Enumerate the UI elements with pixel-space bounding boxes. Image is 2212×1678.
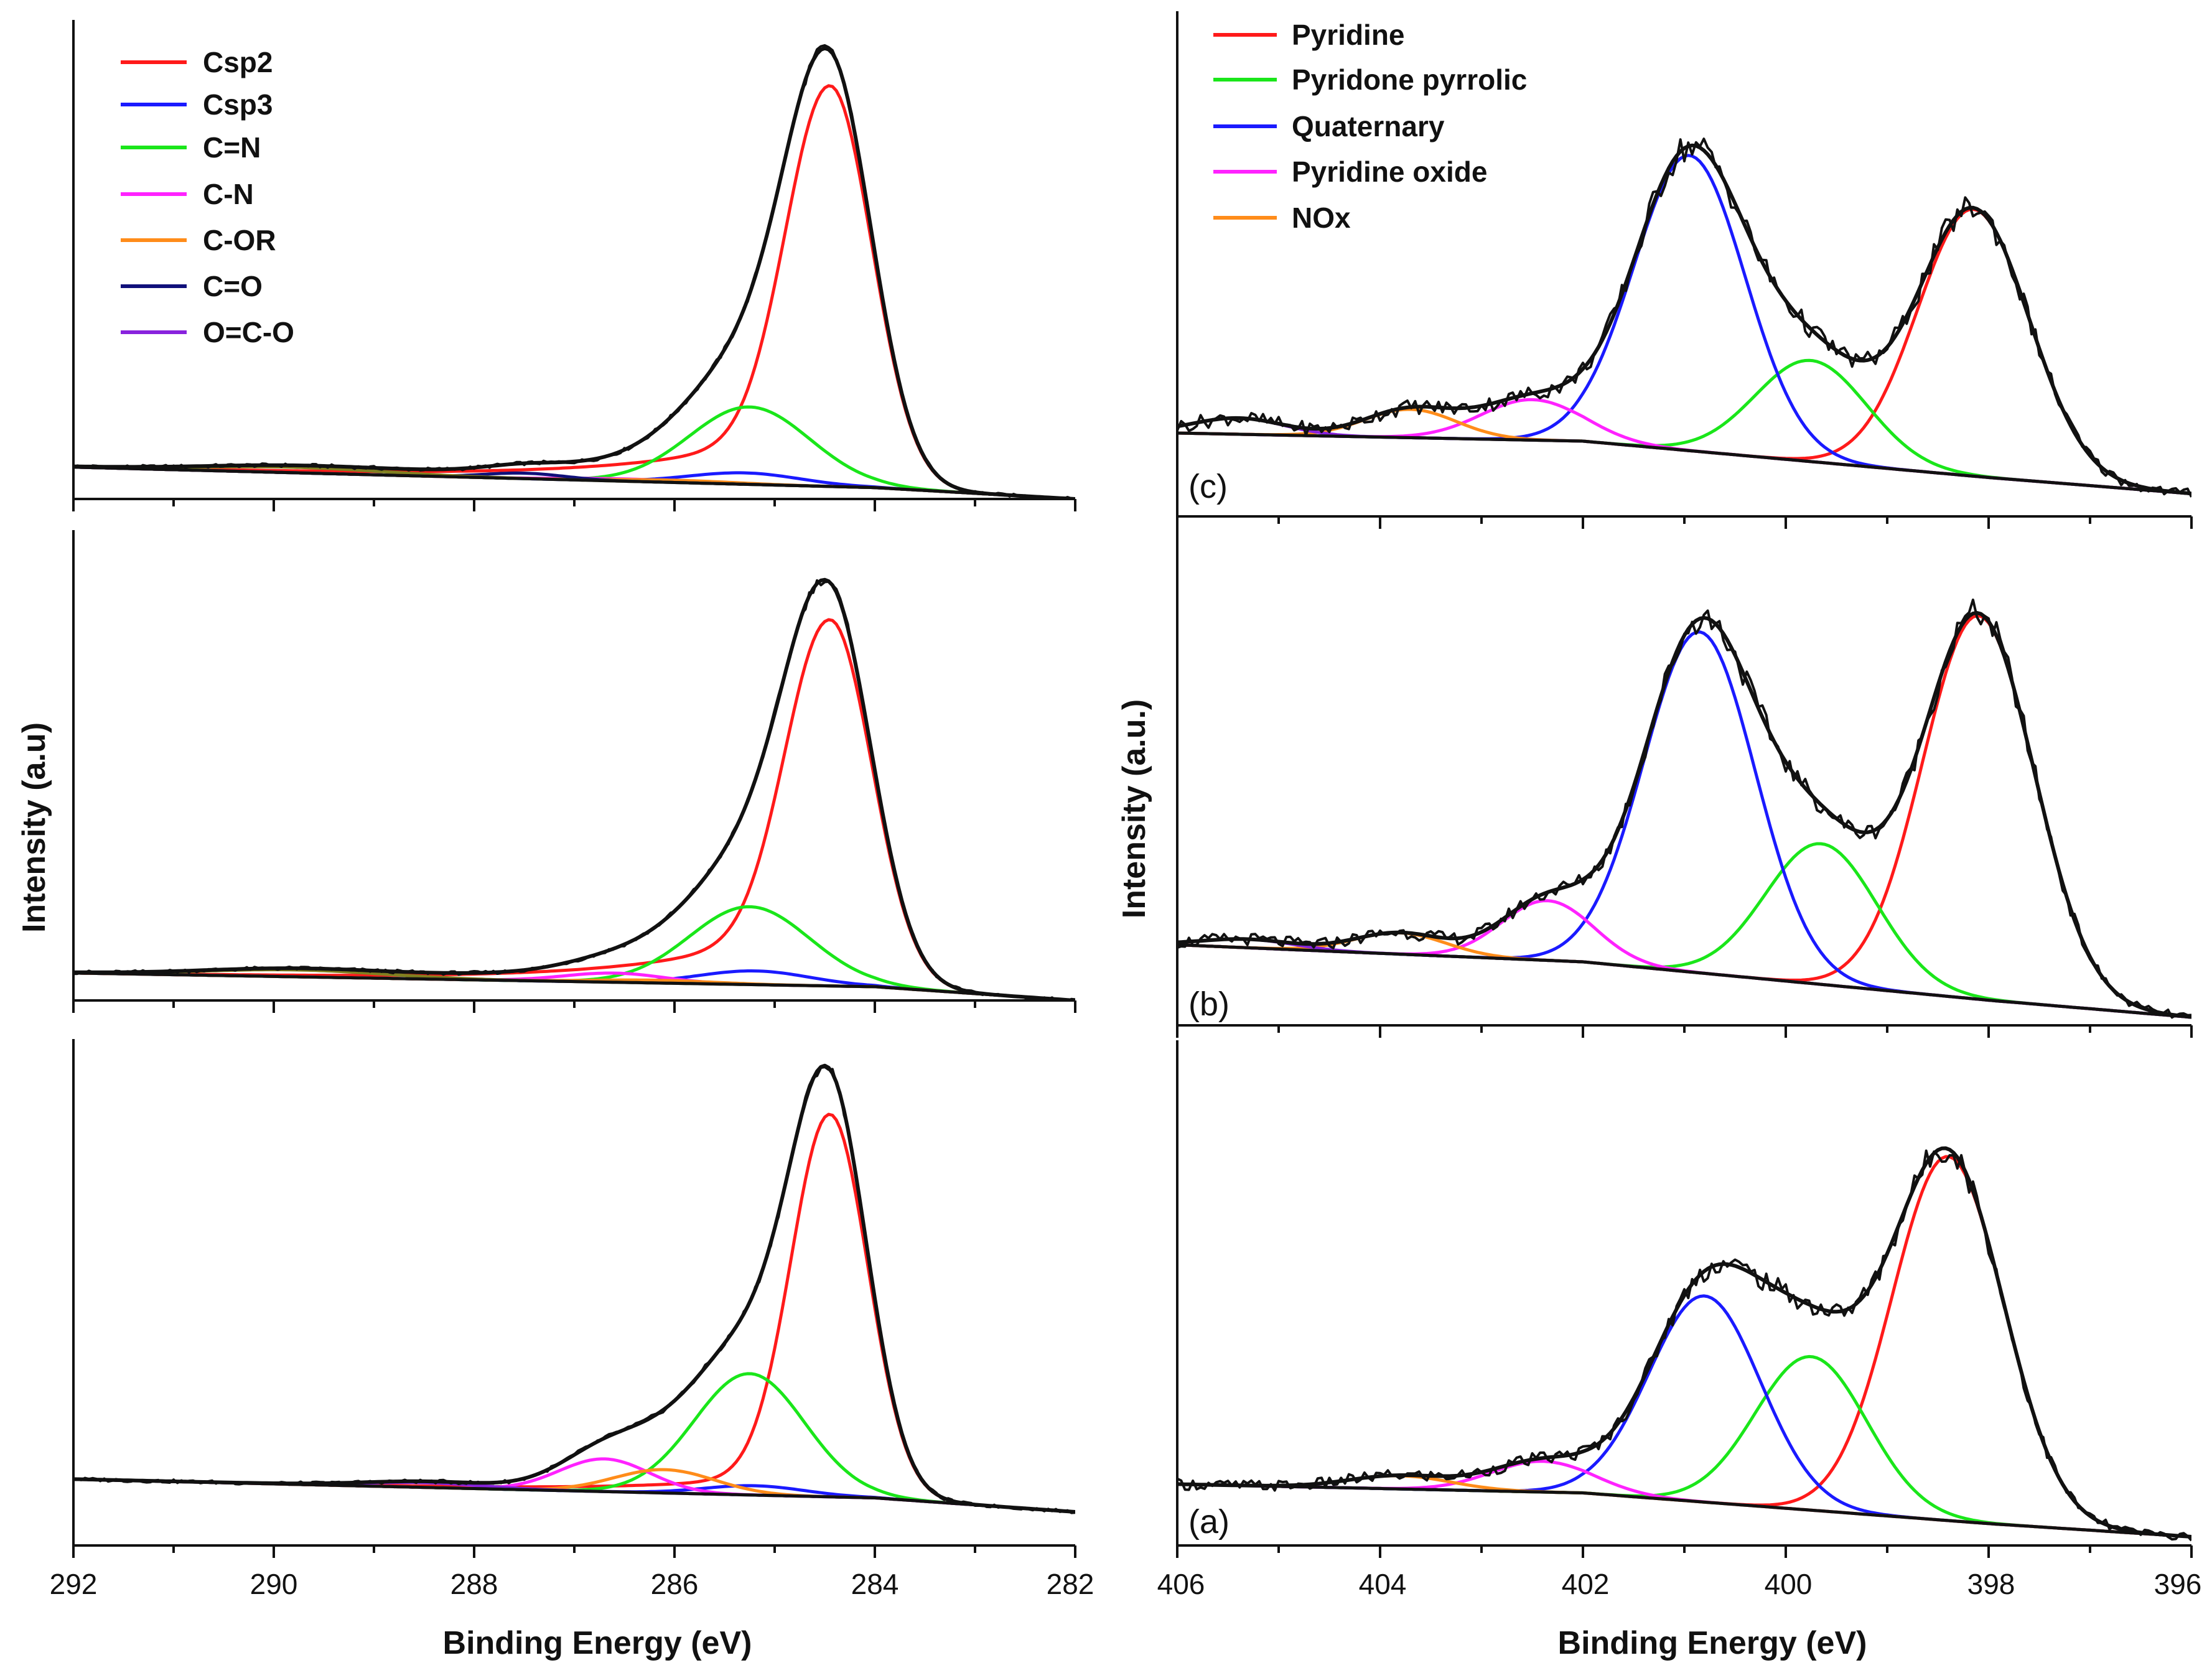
n1s-c-plot-area bbox=[1177, 138, 2191, 498]
legend-item-csp3: Csp3 bbox=[121, 88, 273, 121]
n1s-b-peak-pyridine bbox=[1177, 614, 2191, 1019]
n1s-x-axis-title: Binding Energy (eV) bbox=[1558, 1625, 1867, 1661]
right-column: (c) (b) (a) 406 404 402 400 398 396 Bind… bbox=[1116, 11, 2201, 1661]
c1s-top-peak-c-n bbox=[73, 405, 1075, 499]
svg-text:Pyridone pyrrolic: Pyridone pyrrolic bbox=[1292, 63, 1527, 96]
c1s-middle-baseline bbox=[73, 971, 1075, 1000]
n1s-a-plot-area bbox=[1177, 1146, 2191, 1542]
c1s-legend: Csp2 Csp3 C=N C-N C-OR C=O bbox=[121, 46, 294, 348]
c1s-tick-282: 282 bbox=[1047, 1568, 1094, 1600]
n1s-tick-396: 396 bbox=[2154, 1568, 2202, 1600]
c1s-middle-peak-c-n bbox=[73, 905, 1075, 1000]
n1s-a-raw-data bbox=[1177, 1149, 2191, 1542]
n1s-b-baseline bbox=[1177, 943, 2191, 1019]
c1s-panel-middle bbox=[72, 530, 1075, 1002]
legend-item-quaternary: Quaternary bbox=[1213, 110, 1445, 142]
n1s-c-raw-data bbox=[1177, 138, 2191, 498]
n1s-panel-b: (b) bbox=[1176, 528, 2191, 1027]
n1s-c-fit-envelope bbox=[1177, 143, 2191, 496]
c1s-panel-top bbox=[72, 20, 1075, 500]
c1s-top-plot-area bbox=[73, 44, 1075, 499]
c1s-middle-plot-area bbox=[73, 577, 1075, 1000]
n1s-y-axis-title: Intensity (a.u.) bbox=[1116, 699, 1152, 918]
n1s-x-tick-labels: 406 404 402 400 398 396 bbox=[1157, 1568, 2202, 1600]
c1s-bottom-peak-csp2 bbox=[73, 1112, 1075, 1514]
svg-text:Pyridine oxide: Pyridine oxide bbox=[1292, 156, 1487, 188]
svg-text:C=N: C=N bbox=[203, 131, 261, 164]
panel-label-b: (b) bbox=[1188, 986, 1230, 1023]
legend-item-csp2: Csp2 bbox=[121, 46, 273, 78]
n1s-a-peak-pyridone-pyrrolic bbox=[1177, 1354, 2191, 1539]
c1s-x-tick-labels: 292 290 288 286 284 282 bbox=[50, 1568, 1094, 1600]
c1s-y-axis-title: Intensity (a.u) bbox=[16, 722, 52, 933]
svg-text:O=C-O: O=C-O bbox=[203, 316, 294, 348]
c1s-x-ticks bbox=[72, 499, 1076, 1558]
svg-text:Csp3: Csp3 bbox=[203, 88, 273, 121]
c1s-tick-286: 286 bbox=[651, 1568, 699, 1600]
panel-label-a: (a) bbox=[1188, 1503, 1230, 1540]
c1s-top-baseline bbox=[73, 465, 1075, 499]
legend-item-c-n: C-N bbox=[121, 178, 254, 210]
svg-text:Csp2: Csp2 bbox=[203, 46, 273, 78]
c1s-tick-290: 290 bbox=[250, 1568, 298, 1600]
c1s-bottom-plot-area bbox=[73, 1063, 1075, 1514]
legend-item-pyridine: Pyridine bbox=[1213, 19, 1405, 51]
n1s-tick-400: 400 bbox=[1765, 1568, 1813, 1600]
n1s-tick-406: 406 bbox=[1157, 1568, 1205, 1600]
c1s-middle-fit-envelope bbox=[73, 577, 1075, 1000]
c1s-tick-288: 288 bbox=[450, 1568, 498, 1600]
c1s-panel-bottom bbox=[72, 1039, 1075, 1547]
svg-text:C-OR: C-OR bbox=[203, 224, 276, 256]
legend-item-c-double-o: C=O bbox=[121, 270, 263, 302]
legend-item-pyridone-pyrrolic: Pyridone pyrrolic bbox=[1213, 63, 1527, 96]
n1s-b-peak-quaternary bbox=[1177, 630, 2191, 1019]
n1s-b-plot-area bbox=[1177, 599, 2191, 1019]
n1s-a-baseline bbox=[1177, 1482, 2191, 1539]
legend-item-o-c-o: O=C-O bbox=[121, 316, 294, 348]
n1s-b-fit-envelope bbox=[1177, 611, 2191, 1019]
n1s-c-peak-pyridine-oxide bbox=[1177, 398, 2191, 495]
legend-item-c-or: C-OR bbox=[121, 224, 276, 256]
n1s-tick-404: 404 bbox=[1359, 1568, 1407, 1600]
legend-item-pyridine-oxide: Pyridine oxide bbox=[1213, 156, 1487, 188]
n1s-b-raw-data bbox=[1177, 599, 2191, 1019]
n1s-legend: Pyridine Pyridone pyrrolic Quaternary Py… bbox=[1213, 19, 1527, 234]
n1s-panel-c: (c) bbox=[1176, 11, 2191, 518]
panel-label-c: (c) bbox=[1188, 468, 1228, 505]
c1s-tick-284: 284 bbox=[851, 1568, 899, 1600]
n1s-tick-398: 398 bbox=[1967, 1568, 2015, 1600]
c1s-top-raw-data bbox=[73, 44, 1075, 499]
left-column: 292 290 288 286 284 282 Binding Energy (… bbox=[16, 20, 1094, 1661]
n1s-b-peak-pyridone-pyrrolic bbox=[1177, 842, 2191, 1019]
svg-text:C=O: C=O bbox=[203, 270, 263, 302]
legend-item-nox: NOx bbox=[1213, 202, 1351, 234]
c1s-bottom-fit-envelope bbox=[73, 1063, 1075, 1514]
n1s-panel-a: (a) bbox=[1176, 1040, 2191, 1547]
svg-text:Quaternary: Quaternary bbox=[1292, 110, 1445, 142]
n1s-x-ticks bbox=[1176, 516, 2193, 1558]
c1s-middle-peak-csp2 bbox=[73, 618, 1075, 1000]
c1s-bottom-raw-data bbox=[73, 1066, 1075, 1514]
n1s-tick-402: 402 bbox=[1562, 1568, 1610, 1600]
n1s-b-peak-pyridine-oxide bbox=[1177, 899, 2191, 1019]
c1s-tick-292: 292 bbox=[50, 1568, 98, 1600]
legend-item-c-double-n: C=N bbox=[121, 131, 261, 164]
c1s-x-axis-title: Binding Energy (eV) bbox=[443, 1625, 752, 1661]
c1s-middle-raw-data bbox=[73, 579, 1075, 1000]
svg-text:C-N: C-N bbox=[203, 178, 254, 210]
svg-text:Pyridine: Pyridine bbox=[1292, 19, 1405, 51]
n1s-c-baseline bbox=[1177, 431, 2191, 495]
svg-text:NOx: NOx bbox=[1292, 202, 1351, 234]
